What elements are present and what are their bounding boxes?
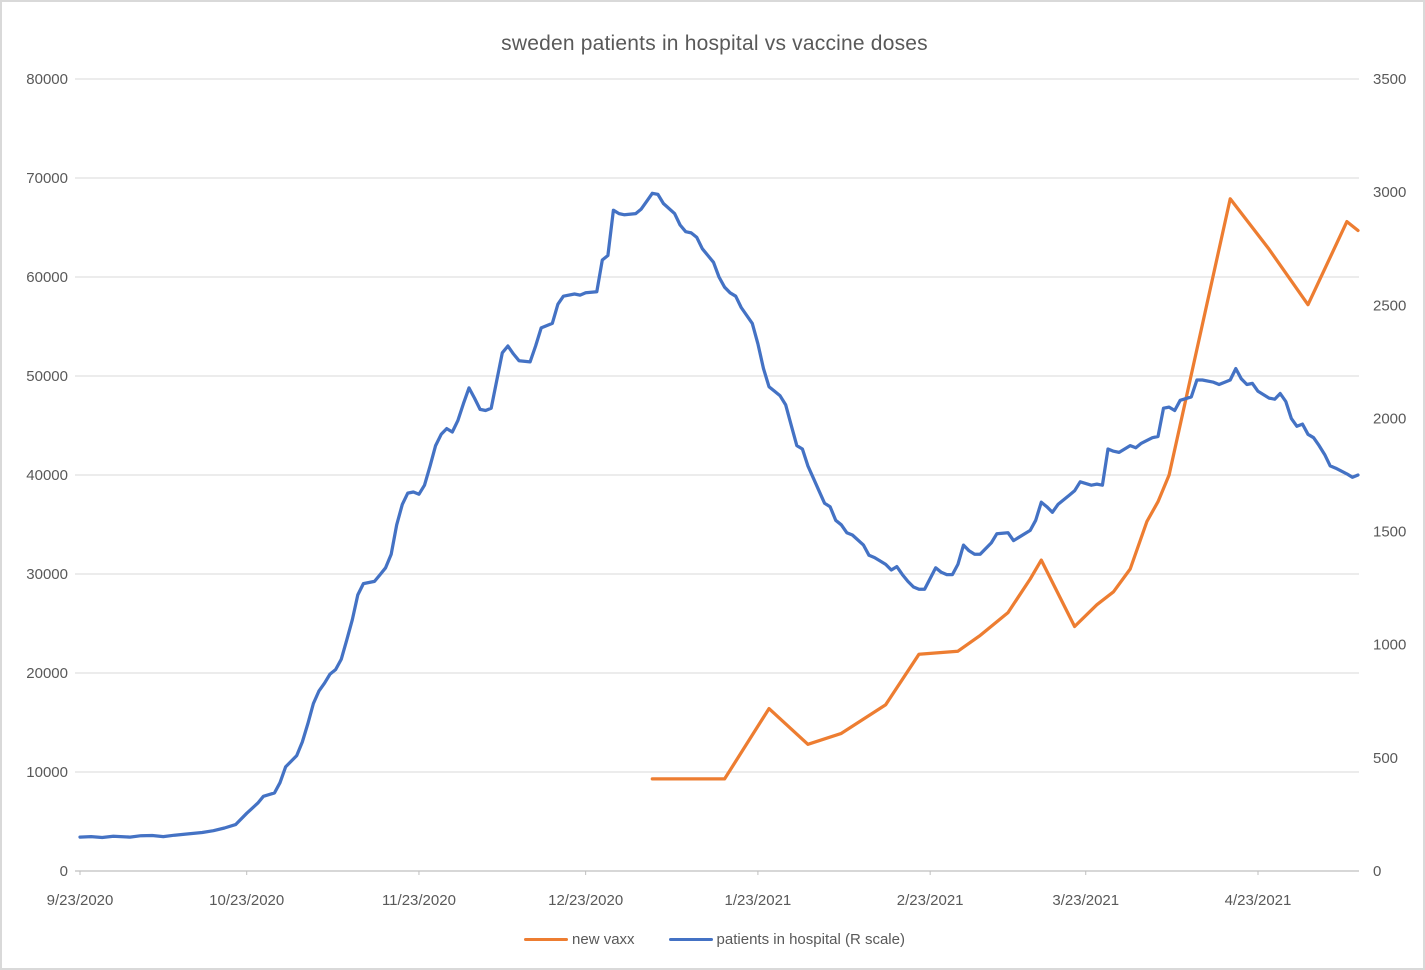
left-axis-tick-label: 20000	[26, 665, 68, 682]
new-vaxx-line-swatch	[524, 937, 569, 942]
x-axis-tick-label: 1/23/2021	[725, 892, 792, 909]
right-axis-tick-label: 2500	[1373, 297, 1406, 314]
right-axis-tick-label: 1000	[1373, 637, 1406, 654]
right-axis-tick-label: 500	[1373, 750, 1398, 767]
right-axis-tick-label: 2000	[1373, 410, 1406, 427]
left-axis-tick-label: 60000	[26, 269, 68, 286]
patients-in-hospital-line-swatch	[668, 937, 713, 942]
legend-item-new-vaxx[interactable]: new vaxx	[524, 931, 635, 948]
left-axis-tick-label: 10000	[26, 764, 68, 781]
legend-label-patients-in-hospital: patients in hospital (R scale)	[716, 931, 905, 948]
chart-title: sweden patients in hospital vs vaccine d…	[501, 32, 928, 55]
axis-labels: 0100002000030000400005000060000700008000…	[26, 71, 1406, 909]
left-axis-tick-label: 50000	[26, 368, 68, 385]
left-axis-tick-label: 0	[60, 863, 68, 880]
x-axis-tick-label: 3/23/2021	[1052, 892, 1119, 909]
x-axis-tick-label: 9/23/2020	[47, 892, 114, 909]
right-axis-tick-label: 0	[1373, 863, 1381, 880]
series-lines	[78, 191, 1360, 840]
x-axis-tick-label: 4/23/2021	[1225, 892, 1292, 909]
axes	[75, 870, 1359, 875]
left-axis-tick-label: 80000	[26, 71, 68, 88]
right-axis-tick-label: 1500	[1373, 524, 1406, 541]
x-axis-tick-label: 2/23/2021	[897, 892, 964, 909]
legend-label-new-vaxx: new vaxx	[572, 931, 635, 948]
gridlines	[75, 78, 1359, 773]
series-line-patients-in-hospital-r-scale[interactable]	[78, 191, 1360, 840]
series-line-new-vaxx[interactable]	[650, 197, 1360, 781]
x-axis-tick-label: 12/23/2020	[548, 892, 623, 909]
left-axis-tick-label: 30000	[26, 566, 68, 583]
x-axis-tick-label: 11/23/2020	[382, 892, 456, 909]
legend: new vaxx patients in hospital (R scale)	[2, 931, 1423, 948]
left-axis-tick-label: 70000	[26, 170, 68, 187]
right-axis-tick-label: 3000	[1373, 184, 1406, 201]
legend-item-patients-in-hospital[interactable]: patients in hospital (R scale)	[668, 931, 905, 948]
x-axis-tick-label: 10/23/2020	[209, 892, 284, 909]
right-axis-tick-label: 3500	[1373, 71, 1406, 88]
left-axis-tick-label: 40000	[26, 467, 68, 484]
